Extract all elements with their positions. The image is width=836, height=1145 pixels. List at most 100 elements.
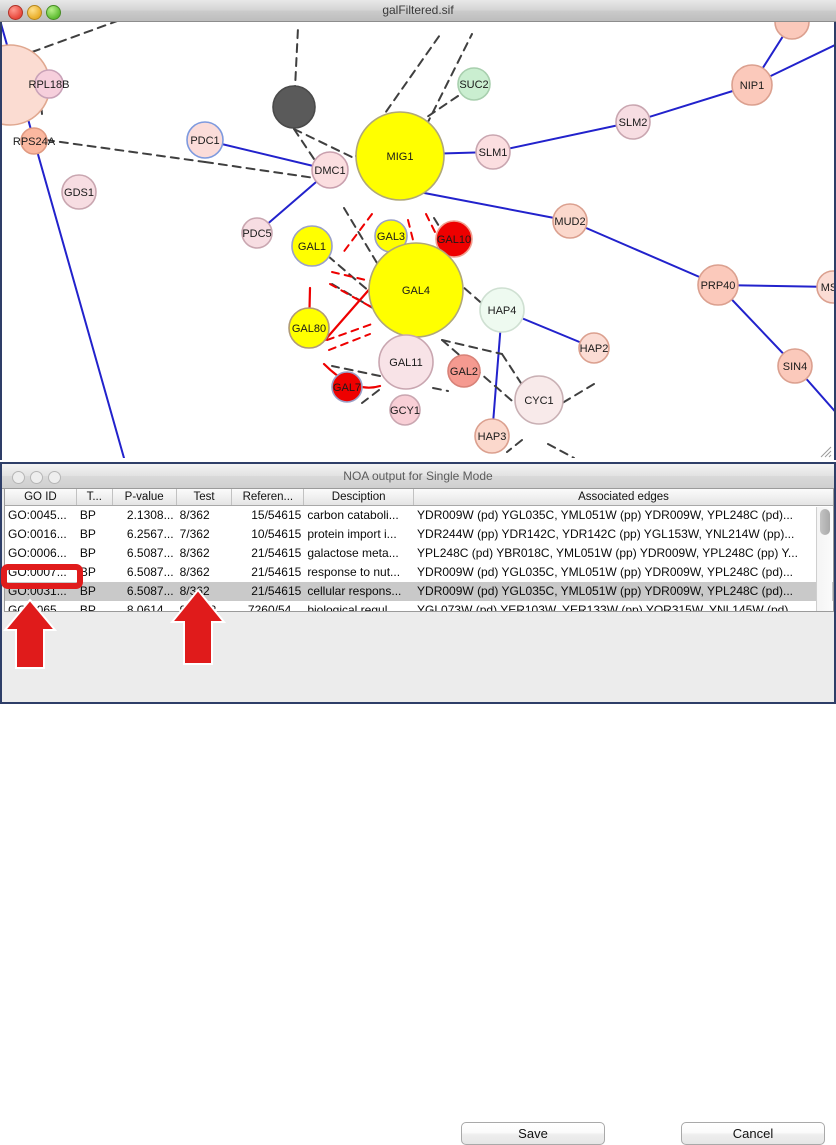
save-button[interactable]: Save (461, 1122, 605, 1145)
noa-dialog-title: NOA output for Single Mode (343, 469, 493, 483)
cell-go-id: GO:0031... (8, 584, 67, 598)
column-header-associated-edges[interactable]: Associated edges (578, 491, 669, 503)
graph-node-gal3[interactable]: GAL3 (374, 219, 408, 253)
graph-node-gal11[interactable]: GAL11 (378, 334, 434, 390)
graph-node-slm2[interactable]: SLM2 (615, 104, 651, 140)
node-label: CYC1 (524, 395, 553, 407)
graph-node-hap4[interactable]: HAP4 (479, 287, 525, 333)
cell-type: BP (79, 527, 96, 541)
noa-minimize-button-icon[interactable] (30, 471, 43, 484)
window-title: galFiltered.sif (382, 3, 454, 17)
table-body[interactable]: GO:0045... BP 2.1308... 8/362 15/54615 carbon… (5, 506, 833, 612)
graph-node-nip1[interactable]: NIP1 (731, 64, 773, 106)
graph-node-prp40[interactable]: PRP40 (697, 264, 739, 306)
cell-test: 8/362 (179, 565, 210, 579)
cell-description: biological regul... (307, 603, 398, 612)
graph-node-gal7[interactable]: GAL7 (331, 371, 363, 403)
graph-node-gcy1[interactable]: GCY1 (389, 394, 421, 426)
graph-node-pdc1[interactable]: PDC1 (186, 121, 224, 159)
table-row[interactable]: GO:0031... BP 6.5087... 8/362 21/54615 cellul… (5, 582, 833, 601)
cell-edges: YDR009W (pd) YGL035C, YML051W (pp) YDR00… (417, 508, 794, 522)
column-header-desciption[interactable]: Desciption (304, 489, 415, 505)
network-graph-svg: RPL18B RPS24A GDS1 PDC1 SUC2 NIP1 SLM2 SLM1 DMC1… (2, 22, 834, 458)
node-label: DMC1 (314, 165, 345, 177)
graph-node-pdc5[interactable]: PDC5 (241, 217, 273, 249)
graph-node-rpl18b[interactable]: RPL18B (29, 69, 70, 99)
node-label: HAP4 (488, 305, 517, 317)
column-header-t[interactable]: T... (77, 489, 113, 505)
node-label: MUD2 (554, 216, 585, 228)
cell-type: BP (79, 546, 96, 560)
graph-node-rps24a[interactable]: RPS24A (13, 127, 56, 155)
graph-node-gal80[interactable]: GAL80 (288, 307, 330, 349)
graph-node-gal10[interactable]: GAL10 (435, 220, 473, 258)
node-label: GAL7 (333, 382, 361, 394)
cell-description: response to nut... (307, 565, 401, 579)
node-label: SIN4 (783, 361, 807, 373)
cell-description: cellular respons... (307, 584, 402, 598)
graph-node-gds1[interactable]: GDS1 (61, 174, 97, 210)
main-window-titlebar: galFiltered.sif (0, 0, 836, 22)
graph-node-slm1[interactable]: SLM1 (475, 134, 511, 170)
column-header-go-id[interactable]: GO ID (5, 489, 77, 505)
graph-node-gal2[interactable]: GAL2 (447, 354, 481, 388)
node-label: HAP2 (580, 343, 609, 355)
node-label: GAL10 (437, 234, 471, 246)
node-label: SUC2 (459, 79, 488, 91)
cell-go-id: GO:0016... (8, 527, 67, 541)
graph-node-gal1[interactable]: GAL1 (291, 225, 333, 267)
table-row[interactable]: GO:0006... BP 6.5087... 8/362 21/54615 galact… (5, 544, 833, 563)
table-row[interactable]: GO:0007... BP 6.5087... 8/362 21/54615 respon… (5, 563, 833, 582)
cell-edges: YDR009W (pd) YGL035C, YML051W (pp) YDR00… (417, 565, 794, 579)
node-label: PDC5 (242, 228, 271, 240)
graph-node-gal4[interactable]: GAL4 (368, 242, 464, 338)
node-label: GCY1 (390, 405, 420, 417)
cell-description: galactose meta... (307, 546, 399, 560)
column-header-referen[interactable]: Referen... (232, 489, 305, 505)
noa-close-button-icon[interactable] (12, 471, 25, 484)
column-header-test[interactable]: Test (177, 489, 233, 505)
close-button-icon[interactable] (8, 5, 23, 20)
node-label: RPS24A (13, 136, 56, 148)
results-table: GO ID T... P-value Test Referen... Desciption… (4, 488, 834, 612)
cell-type: BP (79, 603, 96, 612)
cell-test: 8/362 (179, 546, 210, 560)
cell-edges: YPL248C (pd) YBR018C, YML051W (pp) YDR00… (417, 546, 798, 560)
graph-node-hap2[interactable]: HAP2 (578, 332, 610, 364)
graph-node-gray-node[interactable] (272, 85, 316, 129)
graph-node-dmc1[interactable]: DMC1 (311, 151, 349, 189)
table-vertical-scrollbar[interactable] (816, 507, 832, 611)
table-row[interactable]: GO:0016... BP 6.2567... 7/362 10/54615 protei… (5, 525, 833, 544)
scrollbar-thumb[interactable] (820, 509, 830, 535)
node-label: GAL2 (450, 366, 478, 378)
graph-node-cyc1[interactable]: CYC1 (514, 375, 564, 425)
graph-node-hap3[interactable]: HAP3 (474, 418, 510, 454)
graph-node-msn[interactable]: MSN (816, 270, 834, 304)
cell-description: protein import i... (307, 527, 397, 541)
graph-edges (2, 22, 834, 458)
graph-node-mig1[interactable]: MIG1 (355, 111, 445, 201)
network-graph-canvas[interactable]: RPL18B RPS24A GDS1 PDC1 SUC2 NIP1 SLM2 SLM1 DMC1… (0, 22, 836, 460)
graph-node-mud2[interactable]: MUD2 (552, 203, 588, 239)
column-header-p-value[interactable]: P-value (113, 489, 177, 505)
graph-node-sin4[interactable]: SIN4 (777, 348, 813, 384)
cell-go-id: GO:0065... (8, 603, 67, 612)
cell-pvalue: 6.5087... (126, 565, 174, 579)
resize-grip-icon[interactable] (818, 444, 832, 458)
node-label: SLM2 (619, 117, 648, 129)
table-row[interactable]: GO:0045... BP 2.1308... 8/362 15/54615 carbon… (5, 506, 833, 525)
zoom-button-icon[interactable] (46, 5, 61, 20)
noa-dialog-titlebar: NOA output for Single Mode (2, 464, 834, 489)
minimize-button-icon[interactable] (27, 5, 42, 20)
table-row[interactable]: GO:0065... BP 8.0614... 94/362 7260/54... bio… (5, 601, 833, 612)
cell-test: 7/362 (179, 527, 210, 541)
cancel-button[interactable]: Cancel (681, 1122, 825, 1145)
graph-nodes[interactable]: RPL18B RPS24A GDS1 PDC1 SUC2 NIP1 SLM2 SLM1 DMC1… (2, 22, 834, 454)
graph-node-top-right-partial[interactable] (774, 22, 810, 40)
noa-output-dialog: NOA output for Single Mode GO ID T... P-va… (0, 462, 836, 1145)
graph-node-suc2[interactable]: SUC2 (457, 67, 491, 101)
cell-type: BP (79, 584, 96, 598)
cell-go-id: GO:0045... (8, 508, 67, 522)
noa-zoom-button-icon[interactable] (48, 471, 61, 484)
